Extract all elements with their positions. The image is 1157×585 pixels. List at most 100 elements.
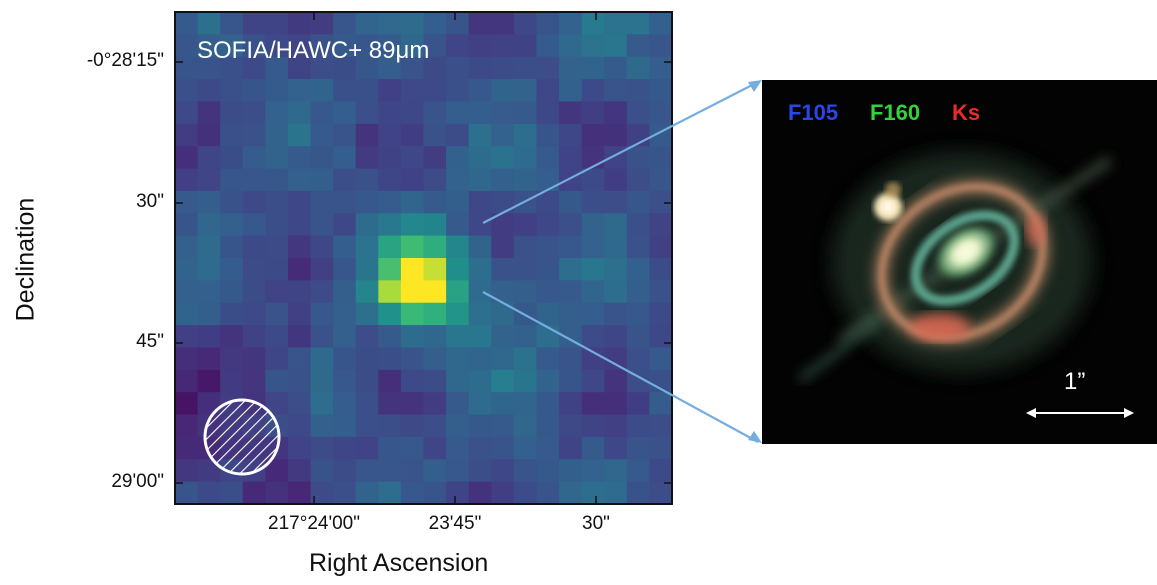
map-pixel <box>333 414 357 438</box>
map-pixel <box>491 392 515 416</box>
map-pixel <box>446 213 470 237</box>
map-pixel <box>175 392 199 416</box>
map-pixel <box>649 302 672 326</box>
map-pixel <box>491 280 515 304</box>
map-pixel <box>400 168 425 192</box>
map-pixel <box>513 325 538 349</box>
map-pixel <box>265 146 289 170</box>
map-pixel <box>378 123 402 147</box>
map-pixel <box>355 280 379 304</box>
map-pixel <box>446 190 470 214</box>
map-pixel <box>513 280 538 304</box>
map-pixel <box>536 235 560 259</box>
map-pixel <box>649 325 672 349</box>
map-pixel <box>626 190 651 214</box>
map-pixel <box>423 369 447 393</box>
map-pixel <box>355 325 379 349</box>
map-pixel <box>468 481 492 504</box>
map-pixel <box>220 56 244 80</box>
map-pixel <box>491 481 515 504</box>
map-pixel <box>400 235 425 259</box>
map-pixel <box>446 56 470 80</box>
y-tick-label: 45" <box>136 331 164 352</box>
y-axis-ticks <box>175 61 672 484</box>
map-pixel <box>197 168 221 192</box>
map-pixel <box>287 12 312 35</box>
map-pixel <box>333 168 357 192</box>
map-pixel <box>310 481 334 504</box>
map-pixel <box>559 481 583 504</box>
map-pixel <box>220 79 244 103</box>
map-pixel <box>423 56 447 80</box>
map-pixel <box>559 213 583 237</box>
left-panel-title: SOFIA/HAWC+ 89μm <box>197 37 430 64</box>
map-pixel <box>581 302 605 326</box>
map-pixel <box>446 436 470 460</box>
map-pixel <box>468 168 492 192</box>
map-pixel <box>355 79 379 103</box>
map-pixel <box>242 34 266 58</box>
map-pixel <box>220 12 244 35</box>
map-pixel <box>649 436 672 460</box>
map-pixel <box>333 481 357 504</box>
map-pixel <box>468 12 492 35</box>
map-pixel <box>581 347 605 371</box>
map-pixel <box>423 79 447 103</box>
map-pixel <box>355 459 379 483</box>
map-pixel <box>333 146 357 170</box>
map-pixel <box>513 56 538 80</box>
map-pixel <box>491 347 515 371</box>
map-pixel <box>491 101 515 125</box>
rgb-composite-image <box>762 80 1157 444</box>
map-pixel <box>536 79 560 103</box>
map-pixel <box>559 168 583 192</box>
map-pixel <box>310 79 334 103</box>
map-pixel <box>626 79 651 103</box>
map-pixel <box>265 258 289 281</box>
map-pixel <box>491 459 515 483</box>
map-pixel <box>175 123 199 147</box>
map-pixel <box>197 302 221 326</box>
map-pixel <box>287 56 312 80</box>
map-pixel <box>287 369 312 393</box>
map-pixel <box>310 347 334 371</box>
map-pixel <box>175 347 199 371</box>
map-pixel <box>423 12 447 35</box>
map-pixel <box>604 235 628 259</box>
map-pixel <box>400 258 425 281</box>
map-pixel <box>333 302 357 326</box>
map-pixel <box>400 146 425 170</box>
map-pixel <box>175 369 199 393</box>
map-pixel <box>355 168 379 192</box>
map-pixel <box>175 56 199 80</box>
map-pixel <box>536 56 560 80</box>
map-pixel <box>536 123 560 147</box>
map-pixel <box>220 369 244 393</box>
map-pixel <box>468 280 492 304</box>
map-pixel <box>197 12 221 35</box>
map-pixel <box>581 56 605 80</box>
map-pixel <box>265 34 289 58</box>
map-pixel <box>242 101 266 125</box>
map-pixel <box>491 56 515 80</box>
map-pixel <box>423 347 447 371</box>
map-pixel <box>400 213 425 237</box>
map-pixel <box>242 347 266 371</box>
map-pixel <box>197 146 221 170</box>
map-pixel <box>423 213 447 237</box>
map-pixel <box>242 481 266 504</box>
map-pixel <box>581 34 605 58</box>
map-pixel <box>491 12 515 35</box>
map-pixel <box>400 347 425 371</box>
map-pixel <box>175 302 199 326</box>
map-pixel <box>242 369 266 393</box>
map-pixel <box>400 56 425 80</box>
map-pixel <box>265 347 289 371</box>
zoom-arrowhead-bottom <box>748 431 762 443</box>
map-pixel <box>197 79 221 103</box>
map-pixel <box>446 481 470 504</box>
map-pixel <box>355 258 379 281</box>
map-pixel <box>355 369 379 393</box>
map-pixel <box>310 325 334 349</box>
map-pixel <box>355 146 379 170</box>
